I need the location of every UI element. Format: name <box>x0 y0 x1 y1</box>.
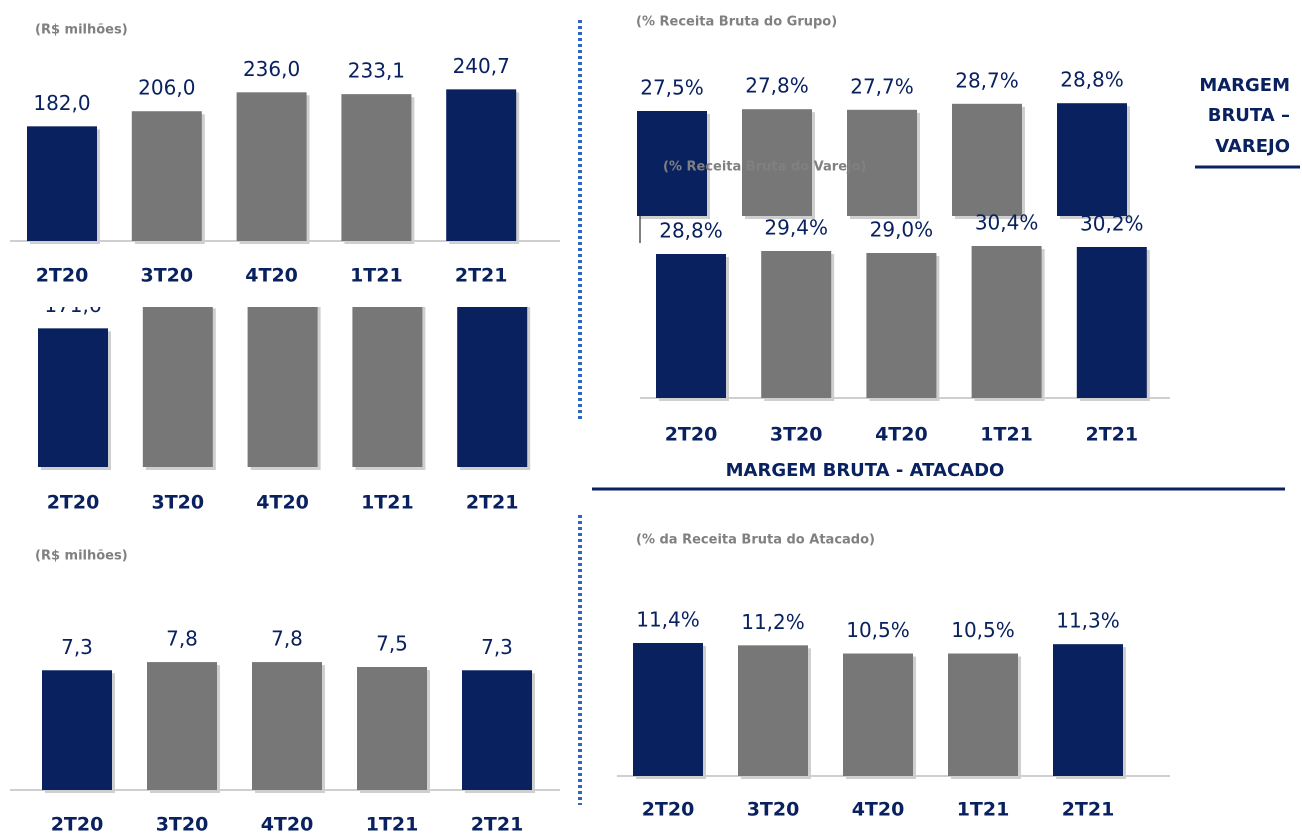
x-tick-label: 3T20 <box>151 492 204 514</box>
subtitle: (% Receita Bruta do Varejo) <box>663 160 866 175</box>
bar <box>971 246 1042 398</box>
chart: 7,3 7,8 7,8 7,5 7,3 <box>10 627 560 793</box>
bar <box>742 109 812 216</box>
x-tick-label: 2T20 <box>665 424 718 446</box>
bar <box>462 670 532 790</box>
x-tick-label: 2T21 <box>471 814 524 835</box>
x-tick-label: 3T20 <box>747 799 800 821</box>
bar <box>843 653 913 776</box>
data-label: 236,0 <box>243 57 300 81</box>
data-label: 28,8% <box>1060 68 1124 92</box>
data-label: 7,3 <box>481 635 513 659</box>
bar <box>252 662 322 790</box>
bar <box>42 670 112 790</box>
data-label: 11,3% <box>1056 609 1120 633</box>
chart: 28,8% 29,4% 29,0% 30,4% 30,2% <box>640 211 1170 401</box>
x-tick-label: 4T20 <box>261 814 314 835</box>
data-label: 28,8% <box>659 219 723 243</box>
bar <box>27 126 97 241</box>
x-tick-label: 4T20 <box>852 799 905 821</box>
bar <box>738 645 808 776</box>
bar <box>761 251 832 398</box>
bar <box>247 307 318 467</box>
data-label: 10,5% <box>846 618 910 642</box>
x-tick-label: 1T21 <box>350 265 403 287</box>
data-label: 233,1 <box>348 59 405 83</box>
bar <box>357 667 427 790</box>
heading: MARGEM BRUTA - ATACADO <box>726 460 1005 481</box>
data-label: 11,4% <box>636 608 700 632</box>
bar <box>847 109 917 216</box>
data-label: 7,5 <box>376 632 408 656</box>
bar <box>952 103 1022 216</box>
bar <box>341 94 412 241</box>
data-label: 29,4% <box>764 216 828 240</box>
x-tick-label: 2T21 <box>1085 424 1138 446</box>
x-tick-label: 3T20 <box>140 265 193 287</box>
data-label: 30,2% <box>1080 212 1144 236</box>
x-tick-label: 1T21 <box>957 799 1010 821</box>
subtitle: (R$ milhões) <box>35 549 128 564</box>
x-tick-label: 1T21 <box>980 424 1033 446</box>
x-tick-label: 4T20 <box>256 492 309 514</box>
data-label: 206,0 <box>138 76 195 100</box>
data-label: 28,7% <box>955 68 1019 92</box>
bar <box>352 307 423 467</box>
data-label: 182,0 <box>33 91 90 115</box>
data-label: 27,5% <box>640 76 704 100</box>
bar <box>866 253 937 398</box>
bar <box>38 328 108 467</box>
data-label: 171,6 <box>44 293 101 317</box>
bar <box>948 653 1018 776</box>
data-label: 27,8% <box>745 74 809 98</box>
chart: 27,5% 27,8% 27,7% 28,7% 28,8% <box>637 68 1130 219</box>
heading: VAREJO <box>1215 136 1290 157</box>
subtitle: (% Receita Bruta do Grupo) <box>636 15 837 30</box>
x-tick-label: 2T21 <box>1062 799 1115 821</box>
data-label: 11,2% <box>741 610 805 634</box>
bar <box>236 92 307 241</box>
bar <box>147 662 217 790</box>
subtitle: (R$ milhões) <box>35 23 128 38</box>
data-label: 240,7 <box>453 54 510 78</box>
chart: 182,0 206,0 236,0 233,1 240,7 <box>10 54 560 244</box>
x-tick-label: 1T21 <box>366 814 419 835</box>
x-tick-label: 2T21 <box>455 265 508 287</box>
bar <box>1076 247 1147 398</box>
bar <box>131 111 202 241</box>
bar <box>1057 103 1127 216</box>
bar <box>457 307 528 467</box>
x-tick-label: 2T20 <box>51 814 104 835</box>
x-tick-label: 2T20 <box>36 265 89 287</box>
bar <box>1053 644 1123 776</box>
data-label: 27,7% <box>850 74 914 98</box>
bar <box>446 89 517 241</box>
x-tick-label: 2T20 <box>47 492 100 514</box>
data-label: 10,5% <box>951 618 1015 642</box>
x-tick-label: 3T20 <box>770 424 823 446</box>
heading: MARGEM <box>1199 75 1290 96</box>
data-label: 29,0% <box>870 218 934 242</box>
chart: 11,4% 11,2% 10,5% 10,5% 11,3% <box>617 608 1170 779</box>
heading: BRUTA – <box>1208 105 1290 126</box>
data-label: 30,4% <box>975 211 1039 235</box>
bar <box>633 643 703 776</box>
x-tick-label: 2T20 <box>642 799 695 821</box>
subtitle: (% da Receita Bruta do Atacado) <box>636 533 875 548</box>
data-label: 7,3 <box>61 635 93 659</box>
bar <box>656 254 726 398</box>
bar <box>142 307 213 467</box>
x-tick-label: 3T20 <box>156 814 209 835</box>
x-tick-label: 1T21 <box>361 492 414 514</box>
data-label: 7,8 <box>271 627 303 651</box>
x-tick-label: 2T21 <box>466 492 519 514</box>
x-tick-label: 4T20 <box>245 265 298 287</box>
chart: 171,6 <box>38 293 531 470</box>
bar <box>637 111 707 216</box>
x-tick-label: 4T20 <box>875 424 928 446</box>
data-label: 7,8 <box>166 627 198 651</box>
